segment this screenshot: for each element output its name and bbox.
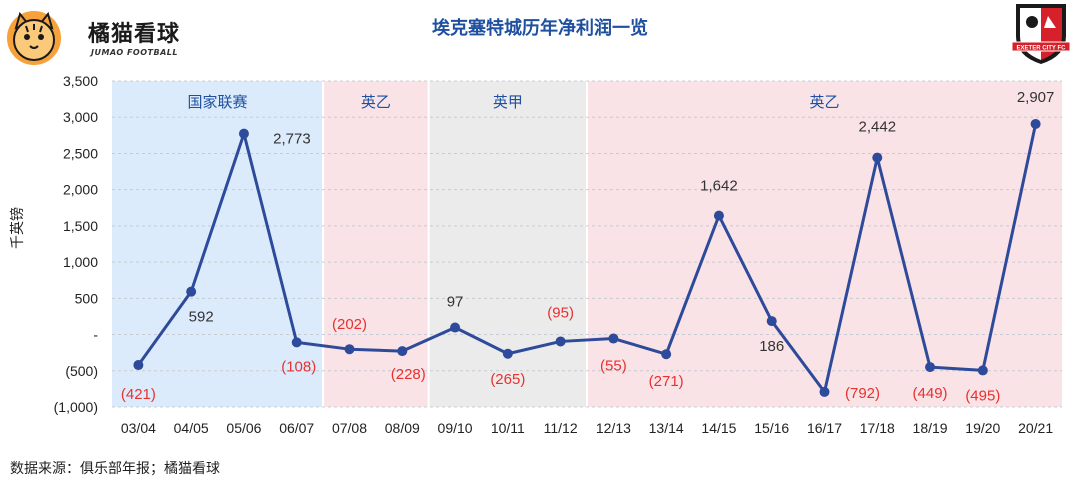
data-point-15 <box>925 362 936 373</box>
x-tick-label-3: 06/07 <box>279 420 314 436</box>
data-label-1: 592 <box>189 309 214 326</box>
data-label-10: (271) <box>649 373 684 390</box>
x-tick-label-9: 12/13 <box>596 420 631 436</box>
y-tick-label-7: - <box>93 327 98 343</box>
y-tick-label-9: (1,000) <box>54 399 98 415</box>
cat-logo-icon <box>7 11 61 65</box>
data-label-5: (228) <box>391 366 426 383</box>
x-tick-label-17: 20/21 <box>1018 420 1053 436</box>
league-bands: 国家联赛 英乙 英甲 英乙 <box>112 81 1062 407</box>
x-tick-label-7: 10/11 <box>491 420 525 436</box>
band-label-1: 英乙 <box>361 93 391 111</box>
series-line <box>137 123 1038 394</box>
data-point-4 <box>344 344 355 355</box>
band-label-2: 英甲 <box>493 93 523 111</box>
series-polyline <box>137 123 1038 394</box>
source-note: 数据来源：俱乐部年报；橘猫看球 <box>10 461 220 477</box>
data-label-6: 97 <box>447 294 464 311</box>
data-point-7 <box>502 348 513 359</box>
x-tick-label-12: 15/16 <box>754 420 789 436</box>
gridlines <box>112 80 1062 408</box>
data-point-9 <box>608 333 619 344</box>
data-point-12 <box>766 316 777 327</box>
data-point-8 <box>555 336 566 347</box>
data-points <box>133 118 1041 397</box>
data-label-9: (55) <box>600 358 627 375</box>
data-point-14 <box>872 152 883 163</box>
x-tick-label-16: 19/20 <box>965 420 1000 436</box>
data-label-14: 2,442 <box>859 119 897 136</box>
y-tick-label-4: 1,500 <box>63 218 98 234</box>
data-label-7: (265) <box>490 371 525 388</box>
data-label-8: (95) <box>547 304 574 321</box>
y-tick-label-8: (500) <box>65 363 98 379</box>
axes: 3,500 3,000 2,500 2,000 1,500 1,000 500 - (500) (… <box>54 73 1054 436</box>
band-1 <box>323 81 429 407</box>
x-tick-label-14: 17/18 <box>860 420 895 436</box>
data-label-0: (421) <box>121 386 156 403</box>
club-crest-icon: EXETER CITY FC <box>1011 4 1071 64</box>
x-tick-label-5: 08/09 <box>385 420 420 436</box>
data-label-13: (792) <box>845 385 880 402</box>
band-label-3: 英乙 <box>809 93 839 111</box>
brand-name: 橘猫看球 <box>88 22 181 47</box>
x-tick-label-11: 14/15 <box>701 420 736 436</box>
y-tick-label-2: 2,500 <box>63 145 98 161</box>
brand-subtitle: JUMAO FOOTBALL <box>91 48 178 57</box>
data-label-3: (108) <box>281 358 316 375</box>
data-point-1 <box>186 286 197 297</box>
y-tick-label-3: 2,000 <box>63 182 98 198</box>
data-label-4: (202) <box>332 316 367 333</box>
crest-text: EXETER CITY FC <box>1017 46 1067 52</box>
data-point-16 <box>977 365 988 376</box>
y-tick-label-1: 3,000 <box>63 109 98 125</box>
data-point-0 <box>133 360 144 371</box>
y-tick-label-6: 500 <box>75 290 99 306</box>
x-tick-label-6: 09/10 <box>438 420 473 436</box>
x-tick-label-10: 13/14 <box>649 420 684 436</box>
data-point-5 <box>397 346 408 357</box>
data-label-12: 186 <box>759 338 784 355</box>
x-tick-label-1: 04/05 <box>174 420 209 436</box>
data-point-11 <box>713 210 724 221</box>
x-tick-label-0: 03/04 <box>121 420 156 436</box>
data-label-15: (449) <box>913 385 948 402</box>
band-label-0: 国家联赛 <box>188 93 248 111</box>
y-tick-label-5: 1,000 <box>63 254 98 270</box>
brand-logo: 橘猫看球 JUMAO FOOTBALL <box>6 8 206 68</box>
data-point-3 <box>291 337 302 348</box>
y-tick-label-0: 3,500 <box>63 73 98 89</box>
x-tick-label-13: 16/17 <box>807 420 842 436</box>
data-label-2: 2,773 <box>273 131 311 148</box>
data-point-17 <box>1030 118 1041 129</box>
data-point-2 <box>238 128 249 139</box>
x-tick-label-8: 11/12 <box>544 420 578 436</box>
x-tick-label-15: 18/19 <box>913 420 948 436</box>
data-labels: (421) 592 2,773 (108) (202) (228) 97 (265) (95) (… <box>121 89 1055 404</box>
x-tick-label-4: 07/08 <box>332 420 367 436</box>
data-label-11: 1,642 <box>700 178 738 195</box>
data-point-13 <box>819 386 830 397</box>
data-point-6 <box>450 322 461 333</box>
y-axis-label: 千英镑 <box>9 207 26 249</box>
band-3 <box>587 81 1062 407</box>
x-tick-label-2: 05/06 <box>226 420 261 436</box>
data-point-10 <box>661 349 672 360</box>
data-label-17: 2,907 <box>1017 89 1055 106</box>
data-label-16: (495) <box>965 387 1000 404</box>
chart-title: 埃克塞特城历年净利润一览 <box>432 18 648 39</box>
